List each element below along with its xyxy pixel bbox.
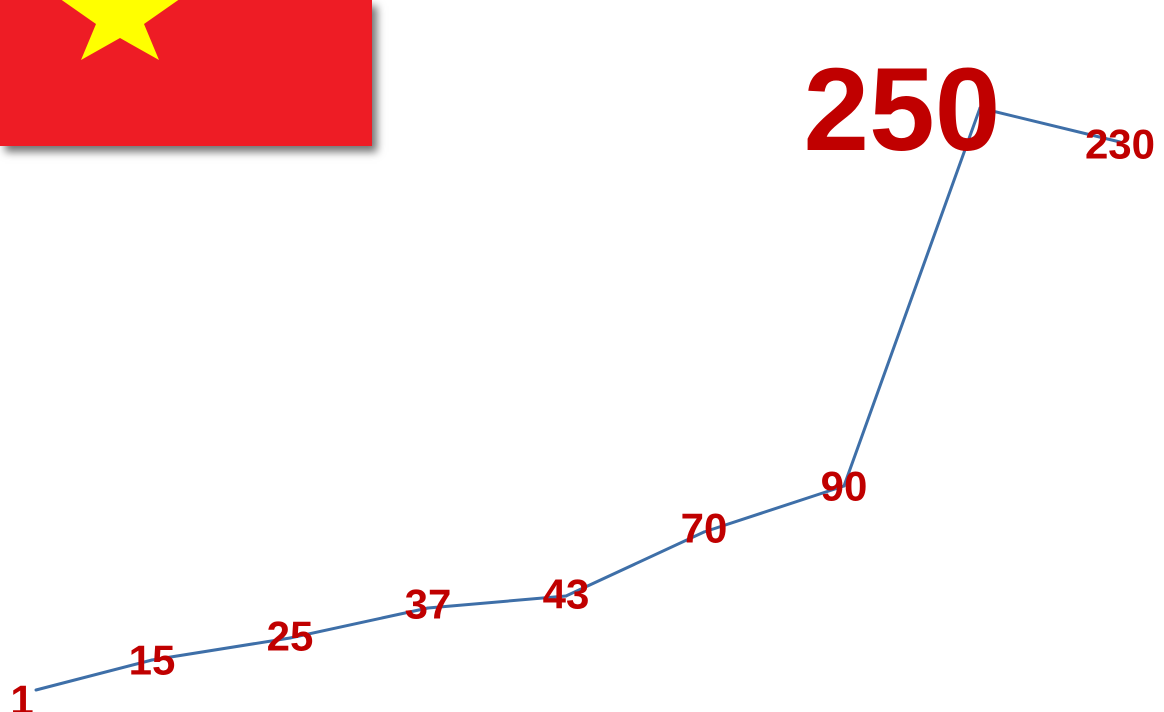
data-label: 90 — [821, 463, 868, 510]
flag-star-icon — [61, 0, 179, 60]
series-line-segment — [34, 658, 154, 692]
series-line-segment — [564, 530, 706, 598]
series-line-segment — [978, 106, 1122, 144]
label-layer: 1 15 25 37 43 70 90 250 230 — [10, 44, 1155, 712]
data-label: 25 — [267, 613, 314, 660]
series-line-segment — [150, 636, 292, 662]
flag-field — [0, 0, 372, 146]
vietnam-flag-icon — [0, 0, 372, 146]
data-label: 1 — [10, 677, 33, 712]
series-layer — [34, 106, 1122, 692]
data-label: 37 — [405, 581, 452, 628]
series-line-segment — [426, 594, 568, 610]
data-label: 70 — [681, 505, 728, 552]
data-label: 230 — [1085, 121, 1155, 168]
series-line-segment — [702, 484, 846, 534]
series-line-segment — [288, 606, 430, 640]
peak-data-label: 250 — [804, 44, 1001, 176]
series-line-segment — [842, 106, 982, 488]
data-label: 15 — [129, 637, 176, 684]
data-label: 43 — [543, 571, 590, 618]
